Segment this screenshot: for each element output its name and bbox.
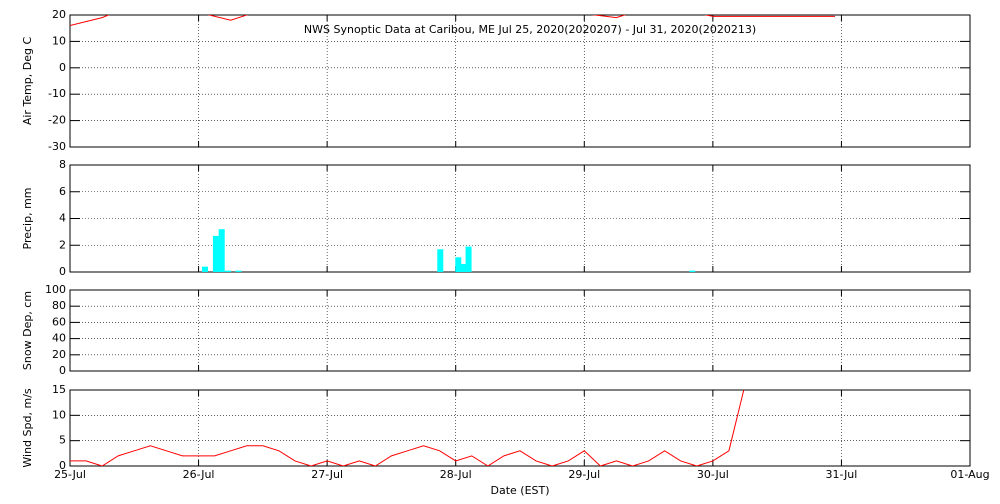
y-tick-label: 0 [59,61,66,74]
bar [465,246,472,272]
plot-frame [69,14,971,148]
y-tick-label: 20 [52,348,66,361]
y-tick-label: 80 [52,299,66,312]
plot-frame [69,389,971,467]
y-tick-label: 0 [59,459,66,472]
bar [225,270,232,272]
bar [202,266,208,272]
x-tick-label: 30-Jul [697,468,729,481]
y-tick-label: 20 [52,8,66,21]
y-tick-label: 2 [59,238,66,251]
bar [437,249,444,272]
y-tick-label: 4 [59,212,66,225]
y-tick-label: 5 [59,434,66,447]
bar [689,270,696,272]
plot-frame [69,289,971,372]
y-tick-label: 100 [45,283,66,296]
y-axis-label: Air Temp, Deg C [21,37,34,126]
y-tick-label: 10 [52,34,66,47]
bar [460,263,467,272]
y-tick-label: 10 [52,408,66,421]
y-tick-label: 8 [59,158,66,171]
y-tick-label: 15 [52,383,66,396]
bar [455,257,462,272]
x-tick-label: 01-Aug [950,468,989,481]
y-tick-label: 60 [52,315,66,328]
x-tick-label: 29-Jul [568,468,600,481]
y-tick-label: 0 [59,265,66,278]
x-axis-label: Date (EST) [490,484,549,497]
series-group [70,390,745,466]
y-axis-label: Precip, mm [21,188,34,250]
y-tick-label: 0 [59,364,66,377]
x-tick-label: 26-Jul [183,468,215,481]
y-tick-label: -20 [48,114,66,127]
series-group [70,15,835,27]
y-tick-label: 40 [52,332,66,345]
y-axis-label: Wind Spd, m/s [21,388,34,468]
y-tick-label: -30 [48,140,66,153]
x-tick-label: 28-Jul [440,468,472,481]
data-line [70,390,745,466]
bar [212,235,219,272]
bar [235,270,242,272]
x-tick-label: 27-Jul [311,468,343,481]
y-tick-label: -10 [48,87,66,100]
x-tick-label: 25-Jul [54,468,86,481]
chart-title: NWS Synoptic Data at Caribou, ME Jul 25,… [304,23,756,36]
series-group [202,229,696,272]
y-tick-label: 6 [59,185,66,198]
y-axis-label: Snow Dep, cm [21,291,34,370]
x-tick-label: 31-Jul [825,468,857,481]
bar [218,229,225,272]
data-line [70,15,835,27]
plot-frame [69,164,971,273]
